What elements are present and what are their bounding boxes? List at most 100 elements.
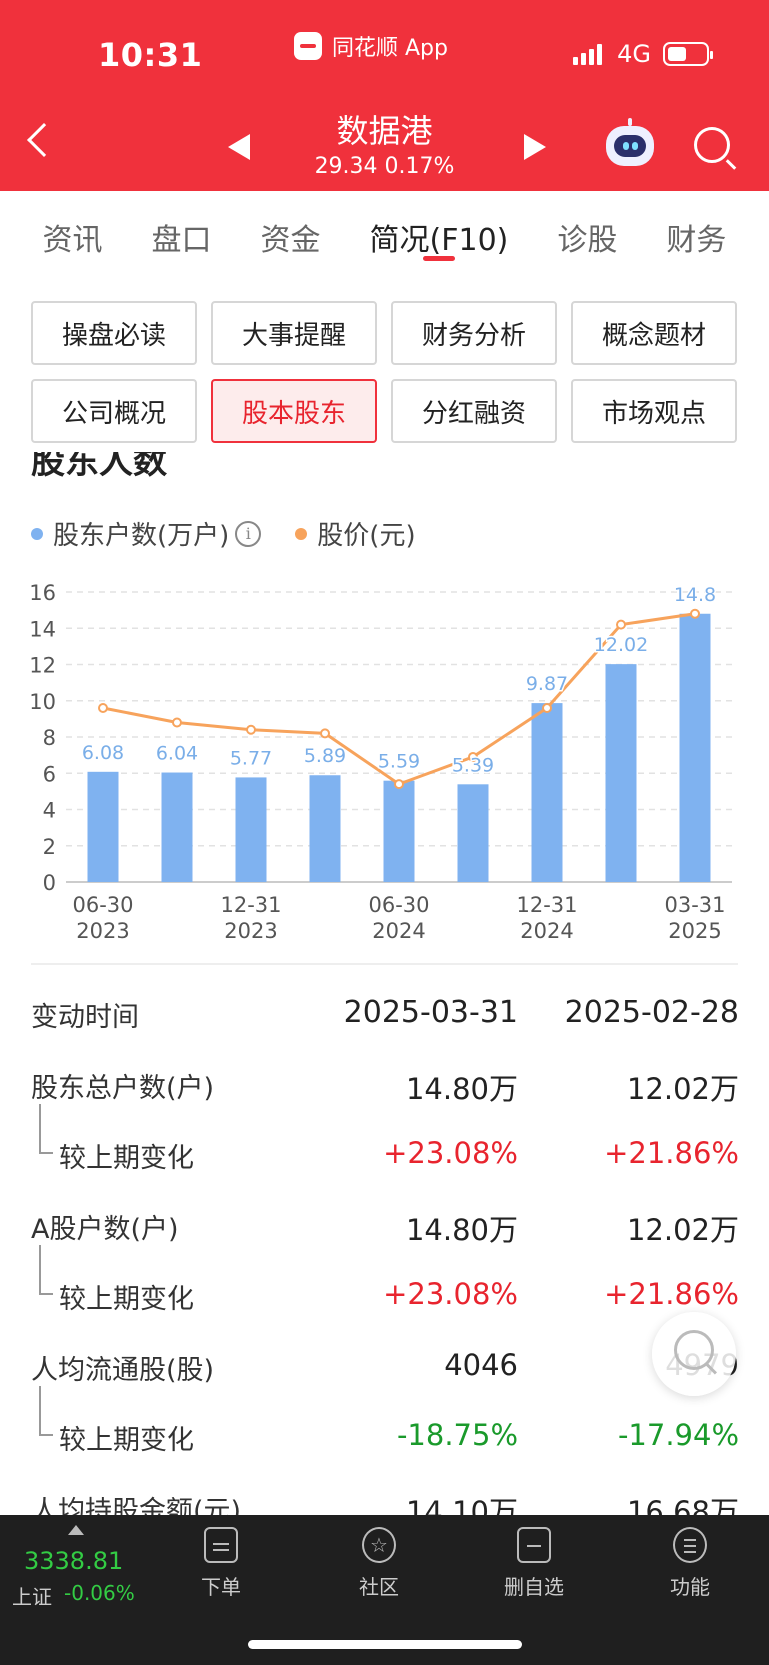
table-header-row: 变动时间 2025-03-31 2025-02-28 [31,975,769,1046]
battery-icon [663,42,713,66]
community-button[interactable]: 社区 [324,1527,434,1600]
robot-assistant-icon[interactable] [606,118,654,166]
row-label: 较上期变化 [59,1143,194,1174]
price-point [394,779,404,790]
row-value-2: -17.94% [617,1418,739,1452]
remove-watchlist-icon [517,1527,551,1563]
tab-label: 诊股 [557,223,618,258]
shareholder-table: 变动时间 2025-03-31 2025-02-28 股东总户数(户) 14.8… [31,975,769,1539]
price-point [690,608,700,619]
legend-label-price: 股价(元) [317,521,416,551]
index-value: 3338.81 [24,1547,124,1575]
tree-branch [39,1245,53,1295]
menu-button-market-views[interactable]: 市场观点 [571,379,737,443]
table-header-date-2: 2025-02-28 [564,995,739,1030]
tab-quotes[interactable]: 盘口 [152,191,212,281]
search-icon[interactable] [694,127,730,163]
signal-icon [573,43,605,65]
menu-button-financial-analysis[interactable]: 财务分析 [391,301,557,365]
index-change: -0.06% [64,1581,135,1605]
remove-watchlist-label: 删自选 [504,1575,564,1599]
table-row: A股户数(户) 14.80万 12.02万 [31,1187,769,1258]
functions-label: 功能 [670,1575,710,1599]
row-value-1: +23.08% [383,1136,518,1170]
network-type: 4G [617,40,651,68]
row-value-2: 12.02万 [626,1212,739,1247]
prev-stock-icon[interactable] [228,134,250,160]
y-tick-label: 12 [29,654,56,678]
f10-menu-grid: 操盘必读 大事提醒 财务分析 概念题材 公司概况 股本股东 分红融资 市场观点 [31,301,738,443]
row-value-2: +21.86% [604,1277,739,1311]
row-label: 股东总户数(户) [31,1072,215,1104]
floating-search-icon[interactable] [652,1312,736,1396]
bar-holders [679,613,711,882]
tab-finance[interactable]: 财务 [666,191,726,281]
legend-dot-holders [31,527,43,540]
x-tick-label: 2023 [76,919,129,943]
table-header-date-1: 2025-03-31 [343,995,518,1030]
menu-button-events[interactable]: 大事提醒 [211,301,377,365]
scroll-fade [739,975,769,1445]
bar-data-label: 6.08 [82,742,124,764]
x-tick-label: 2023 [224,919,277,943]
bar-data-label: 5.89 [304,745,346,767]
info-icon[interactable]: i [235,520,262,547]
section-title: 股东人数 [31,452,167,480]
functions-button[interactable]: 功能 [635,1527,745,1600]
app-header: 10:31 同花顺 App 4G 数据港 29.34 0.17% [0,0,769,191]
y-tick-label: 10 [29,690,56,714]
price-point [98,703,108,713]
shareholder-chart[interactable]: 0 2 4 6 8 10 12 14 16 6.08 6.04 5.77 5.89 5.59 5.39 9.8… [0,560,769,950]
bar-data-label: 14.8 [674,584,716,606]
order-icon [204,1527,238,1563]
x-tick-label: 12-31 [516,893,577,917]
row-value-1: 14.80万 [405,1212,518,1247]
legend-price[interactable]: 股价(元) [295,515,416,552]
menu-button-shareholders[interactable]: 股本股东 [211,379,377,443]
x-tick-label: 12-31 [220,893,281,917]
y-tick-label: 8 [43,726,56,750]
menu-button-company-overview[interactable]: 公司概况 [31,379,197,443]
tab-active-indicator [422,256,455,261]
status-app-indicator: 同花顺 App [294,30,448,62]
app-logo-icon [294,32,322,60]
x-tick-label: 06-30 [368,893,429,917]
y-tick-label: 16 [29,581,56,605]
bar-data-label: 6.04 [156,743,198,765]
legend-holders[interactable]: 股东户数(万户) i [31,515,262,552]
index-name: 上证 [12,1585,52,1609]
x-tick-label: 06-30 [72,893,133,917]
order-button[interactable]: 下单 [166,1527,276,1600]
bar-data-label: 5.77 [230,747,272,769]
tab-f10[interactable]: 简况(F10) [370,191,508,281]
bar-holders [457,784,489,882]
next-stock-icon[interactable] [524,134,546,160]
tab-news[interactable]: 资讯 [43,191,103,281]
order-label: 下单 [201,1575,241,1599]
y-tick-label: 4 [43,799,56,823]
x-tick-label: 2024 [520,919,573,943]
remove-watchlist-button[interactable]: 删自选 [479,1527,589,1600]
tree-branch [39,1386,53,1436]
row-value-2: +21.86% [604,1136,739,1170]
row-value-1: 4046 [444,1347,518,1382]
x-tick-label: 03-31 [664,893,725,917]
chart-legend: 股东户数(万户) i 股价(元) [31,515,450,552]
stock-quote: 29.34 0.17% [314,154,455,179]
price-point [616,619,626,630]
table-row: 股东总户数(户) 14.80万 12.02万 [31,1046,769,1117]
tab-diagnosis[interactable]: 诊股 [557,191,617,281]
menu-button-must-read[interactable]: 操盘必读 [31,301,197,365]
table-row: 较上期变化 -18.75% -17.94% [31,1386,769,1469]
stock-name: 数据港 [336,112,433,150]
row-value-1: -18.75% [396,1418,518,1452]
bar-data-label: 5.39 [452,754,494,776]
tab-label: 资讯 [42,223,103,258]
expand-up-icon [68,1525,84,1535]
menu-button-concepts[interactable]: 概念题材 [571,301,737,365]
price-point [246,724,256,735]
legend-label-holders: 股东户数(万户) [53,521,230,551]
menu-button-dividends[interactable]: 分红融资 [391,379,557,443]
y-tick-label: 6 [43,762,56,786]
tab-funds[interactable]: 资金 [261,191,321,281]
